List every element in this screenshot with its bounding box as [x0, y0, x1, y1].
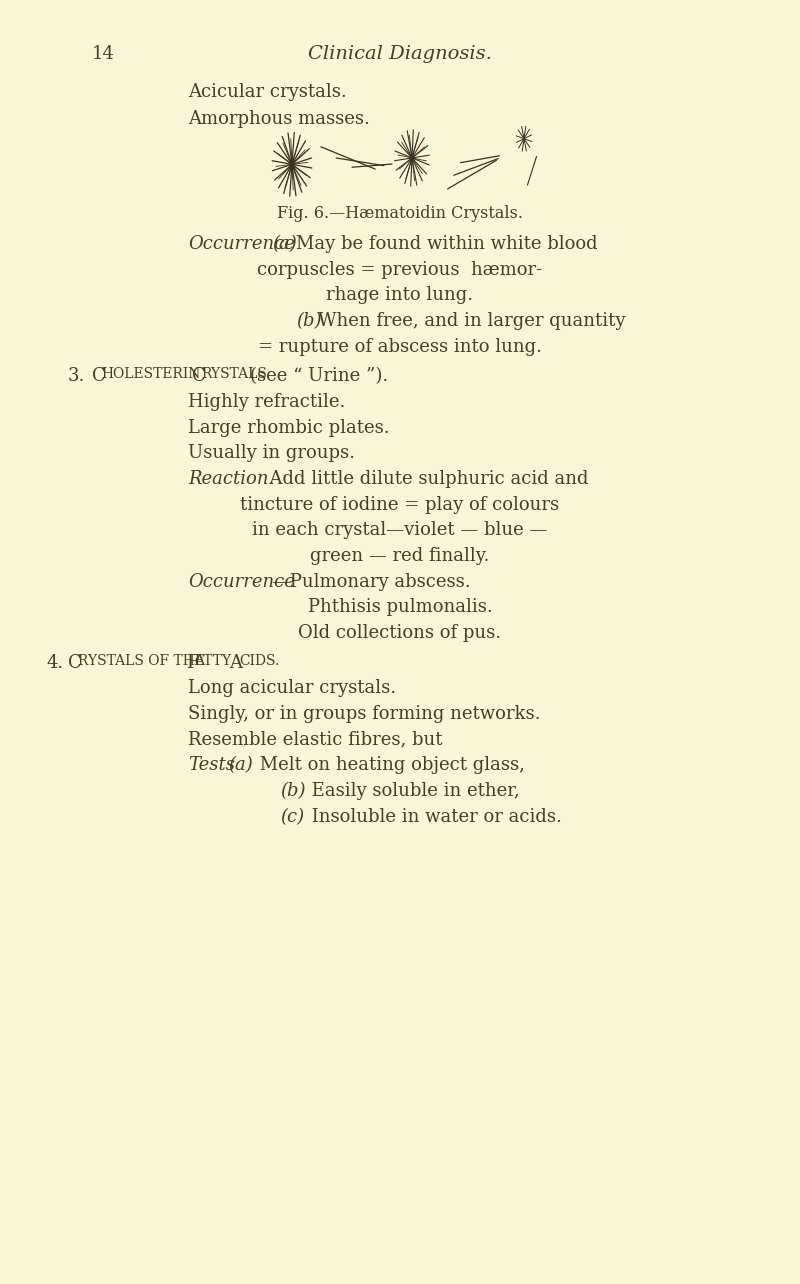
Text: Long acicular crystals.: Long acicular crystals. [188, 679, 396, 697]
Text: RYSTALS OF THE: RYSTALS OF THE [78, 654, 205, 668]
Text: (a): (a) [228, 756, 253, 774]
Text: Large rhombic plates.: Large rhombic plates. [188, 419, 390, 437]
Text: C: C [68, 654, 82, 672]
Text: (c): (c) [280, 808, 304, 826]
Text: Clinical Diagnosis.: Clinical Diagnosis. [308, 45, 492, 63]
Text: 14: 14 [92, 45, 115, 63]
Text: (b): (b) [296, 312, 322, 330]
Text: Tests: Tests [188, 756, 235, 774]
Text: A: A [230, 654, 242, 672]
Text: in each crystal—violet — blue —: in each crystal—violet — blue — [252, 521, 548, 539]
Text: Old collections of pus.: Old collections of pus. [298, 624, 502, 642]
Text: (see “ Urine ”).: (see “ Urine ”). [250, 367, 389, 385]
Text: When free, and in larger quantity: When free, and in larger quantity [318, 312, 626, 330]
Text: 3.: 3. [68, 367, 86, 385]
Text: Fig. 6.—Hæmatoidin Crystals.: Fig. 6.—Hæmatoidin Crystals. [277, 205, 523, 222]
Text: Add little dilute sulphuric acid and: Add little dilute sulphuric acid and [258, 470, 588, 488]
Text: Easily soluble in ether,: Easily soluble in ether, [306, 782, 519, 800]
Text: Insoluble in water or acids.: Insoluble in water or acids. [306, 808, 562, 826]
Text: —Pulmonary abscess.: —Pulmonary abscess. [272, 573, 470, 591]
Text: green — red finally.: green — red finally. [310, 547, 490, 565]
Text: tincture of iodine = play of colours: tincture of iodine = play of colours [241, 496, 559, 514]
Text: (b): (b) [280, 782, 306, 800]
Text: ATTY: ATTY [194, 654, 231, 668]
Text: May be found within white blood: May be found within white blood [296, 235, 598, 253]
Text: Highly refractile.: Highly refractile. [188, 393, 346, 411]
Text: F: F [186, 654, 198, 672]
Text: rhage into lung.: rhage into lung. [326, 286, 474, 304]
Text: Phthisis pulmonalis.: Phthisis pulmonalis. [308, 598, 492, 616]
Text: Singly, or in groups forming networks.: Singly, or in groups forming networks. [188, 705, 541, 723]
Text: = rupture of abscess into lung.: = rupture of abscess into lung. [258, 338, 542, 356]
Text: corpuscles = previous  hæmor-: corpuscles = previous hæmor- [258, 261, 542, 279]
Text: CIDS.: CIDS. [239, 654, 279, 668]
Text: (a): (a) [272, 235, 297, 253]
Text: Reaction.: Reaction. [188, 470, 274, 488]
Text: C: C [192, 367, 206, 385]
Text: Usually in groups.: Usually in groups. [188, 444, 355, 462]
Text: Acicular crystals.: Acicular crystals. [188, 83, 346, 101]
Text: Occurrence: Occurrence [188, 235, 295, 253]
Text: Amorphous masses.: Amorphous masses. [188, 110, 370, 128]
Text: HOLESTERIN: HOLESTERIN [102, 367, 201, 381]
Text: Resemble elastic fibres, but: Resemble elastic fibres, but [188, 731, 442, 749]
Text: 4.: 4. [46, 654, 64, 672]
Text: Occurrence: Occurrence [188, 573, 295, 591]
Text: C: C [92, 367, 106, 385]
Text: RYSTALS: RYSTALS [202, 367, 267, 381]
Text: Melt on heating object glass,: Melt on heating object glass, [254, 756, 525, 774]
